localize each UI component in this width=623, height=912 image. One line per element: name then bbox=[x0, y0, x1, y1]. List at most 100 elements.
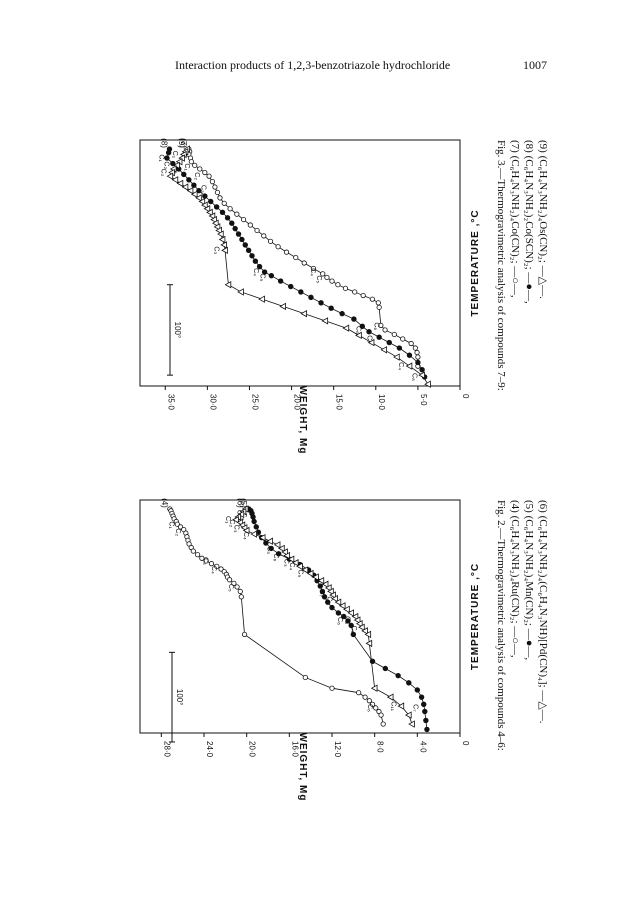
data-point bbox=[414, 349, 420, 356]
data-point bbox=[351, 612, 359, 621]
data-point bbox=[391, 331, 397, 338]
weight-tick-label: 0 bbox=[461, 394, 470, 399]
point-label: C₃ bbox=[232, 525, 239, 533]
data-point bbox=[261, 269, 268, 275]
data-point bbox=[224, 215, 231, 221]
data-point bbox=[268, 272, 275, 279]
data-point bbox=[376, 304, 382, 310]
point-label: C₂ bbox=[193, 172, 200, 180]
data-point bbox=[237, 510, 245, 519]
data-point bbox=[350, 631, 357, 638]
data-point bbox=[424, 726, 430, 733]
data-point bbox=[239, 236, 245, 243]
data-point bbox=[227, 577, 233, 583]
point-label: C₁ bbox=[224, 516, 231, 524]
data-point bbox=[202, 169, 208, 176]
data-point bbox=[234, 584, 240, 590]
data-point bbox=[252, 258, 259, 264]
data-point bbox=[221, 246, 228, 255]
series-line bbox=[188, 148, 419, 367]
temperature-axis-title: TEMPERATURE ,°C bbox=[470, 209, 481, 316]
figure-caption-line: (9) (C₆H₄N₃NH₂)₄Os(CN)₂; —△—. bbox=[537, 140, 549, 299]
data-point bbox=[418, 694, 425, 700]
data-point bbox=[278, 544, 285, 553]
data-point bbox=[261, 233, 267, 239]
data-point bbox=[362, 694, 368, 700]
data-point bbox=[217, 195, 223, 201]
data-point bbox=[359, 323, 366, 330]
data-point bbox=[190, 190, 198, 198]
series-name-label: (4) bbox=[160, 498, 169, 508]
data-point bbox=[241, 631, 248, 638]
data-point bbox=[329, 278, 335, 284]
data-point bbox=[250, 514, 256, 520]
point-label: C₂ bbox=[228, 519, 235, 527]
weight-tick-label: 10·0 bbox=[377, 394, 386, 411]
weight-axis-title: WEIGHT, Mg bbox=[297, 733, 308, 802]
point-label: C₂ bbox=[174, 528, 181, 536]
point-label: C₅ bbox=[227, 584, 234, 592]
data-point bbox=[251, 518, 257, 525]
data-point bbox=[301, 566, 309, 574]
data-point bbox=[291, 559, 299, 567]
data-point bbox=[342, 285, 349, 291]
data-point bbox=[335, 282, 341, 288]
point-label: C₃ bbox=[200, 185, 207, 193]
data-point bbox=[197, 166, 203, 172]
data-point bbox=[366, 329, 372, 335]
data-point bbox=[212, 184, 218, 190]
point-label: C₇ bbox=[366, 335, 373, 343]
data-point bbox=[378, 322, 384, 329]
point-label: C₇ bbox=[318, 589, 325, 597]
data-point bbox=[206, 208, 213, 217]
point-label: C₆ bbox=[272, 553, 279, 561]
series-name-label: (5) bbox=[239, 498, 248, 508]
point-label: C₂ bbox=[163, 161, 170, 169]
data-point bbox=[421, 701, 427, 708]
data-point bbox=[275, 244, 281, 250]
data-point bbox=[220, 241, 228, 249]
weight-tick-label: 8·0 bbox=[376, 741, 385, 753]
data-point bbox=[367, 338, 375, 347]
data-point bbox=[215, 226, 222, 235]
data-point bbox=[397, 702, 405, 710]
data-point bbox=[164, 155, 170, 161]
data-point bbox=[406, 352, 413, 358]
scale-bar-label: 100° bbox=[173, 322, 182, 339]
data-point bbox=[224, 281, 232, 289]
data-point bbox=[318, 300, 324, 306]
weight-tick-label: 5·0 bbox=[419, 394, 428, 406]
data-point bbox=[203, 558, 209, 564]
scale-bar: 100° bbox=[169, 651, 184, 743]
data-point bbox=[293, 254, 299, 261]
data-point bbox=[208, 561, 215, 567]
data-point bbox=[201, 201, 208, 209]
point-label: C₆ bbox=[366, 704, 373, 712]
point-label: C₁ bbox=[158, 154, 165, 162]
data-point bbox=[279, 302, 286, 311]
data-point bbox=[310, 265, 317, 272]
weight-tick-label: 35·0 bbox=[166, 394, 175, 411]
data-point bbox=[364, 630, 372, 639]
weight-tick-label: 12·0 bbox=[333, 741, 342, 758]
data-point bbox=[287, 555, 295, 563]
data-point bbox=[324, 274, 330, 281]
data-point bbox=[298, 289, 304, 295]
data-point bbox=[386, 339, 392, 346]
data-point bbox=[343, 605, 350, 614]
data-point bbox=[348, 622, 354, 629]
data-point bbox=[166, 172, 174, 180]
figure-caption-line: (8) (C₆H₄N₃NH₂)₂Co(SCN)₂; —●—, bbox=[523, 140, 535, 304]
point-label: C₆ bbox=[372, 322, 379, 330]
data-point bbox=[171, 176, 179, 184]
data-point bbox=[386, 693, 394, 701]
data-point bbox=[353, 616, 361, 624]
series-name-label: (6) bbox=[236, 498, 245, 508]
data-point bbox=[345, 618, 351, 624]
data-point bbox=[195, 552, 201, 558]
point-label: C₄ bbox=[210, 566, 217, 574]
